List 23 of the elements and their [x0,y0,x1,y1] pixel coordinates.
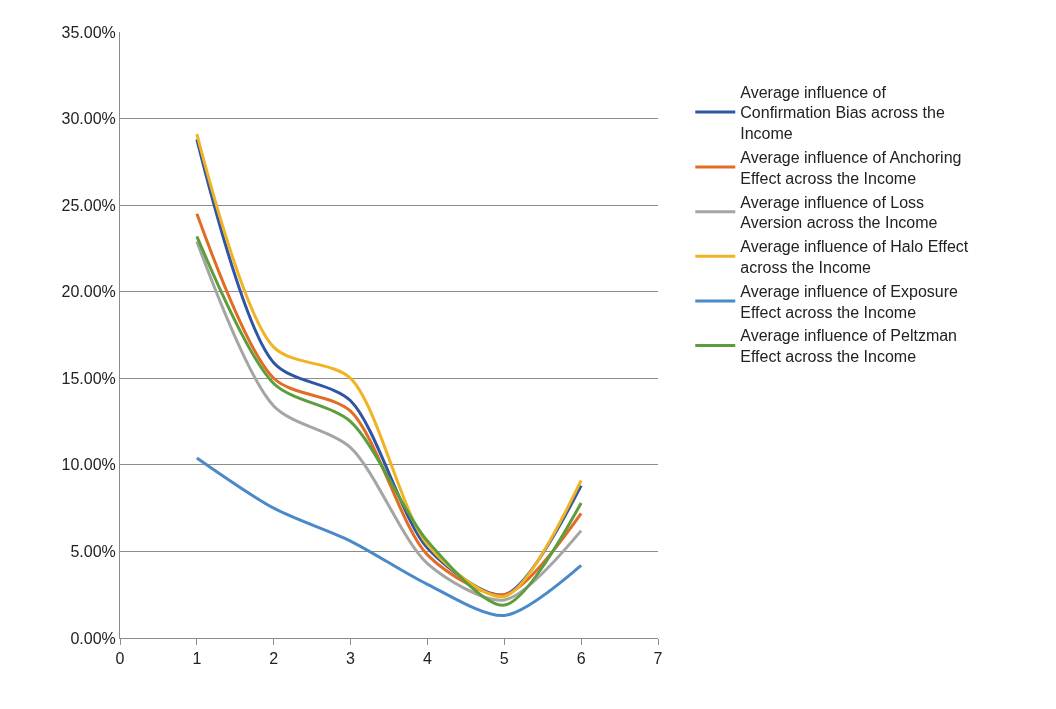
x-tick-label: 3 [346,650,356,668]
x-tick-label: 4 [422,650,432,668]
y-tick-label: 0.00% [70,629,116,647]
y-tick-label: 5.00% [70,543,116,561]
y-tick-label: 30.00% [61,110,116,128]
legend-label: Average influence of Peltzman Effect across the Income [740,327,958,366]
x-tick-label: 5 [499,650,509,668]
x-tick-label: 7 [653,650,663,668]
x-tick-label: 2 [269,650,279,668]
y-tick-label: 20.00% [61,283,116,301]
line-series [195,456,583,617]
legend-label: Average influence of Confirmation Bias across the Income [740,83,945,143]
x-tick-label: 1 [192,650,202,668]
y-tick-label: 10.00% [61,456,116,474]
legend-label: Average influence of Halo Effect across the Income [740,238,969,276]
y-tick-label: 35.00% [61,23,116,41]
x-tick-label: 6 [576,650,586,668]
legend-label: Average influence of Exposure Effect across the Income [740,282,959,321]
legend-label: Average influence of Anchoring Effect across the Income [740,148,962,187]
legend-label: Average influence of Loss Aversion across the Income [740,193,938,232]
y-tick-label: 15.00% [61,369,116,387]
y-tick-label: 25.00% [61,196,116,214]
x-tick-label: 0 [115,650,125,668]
